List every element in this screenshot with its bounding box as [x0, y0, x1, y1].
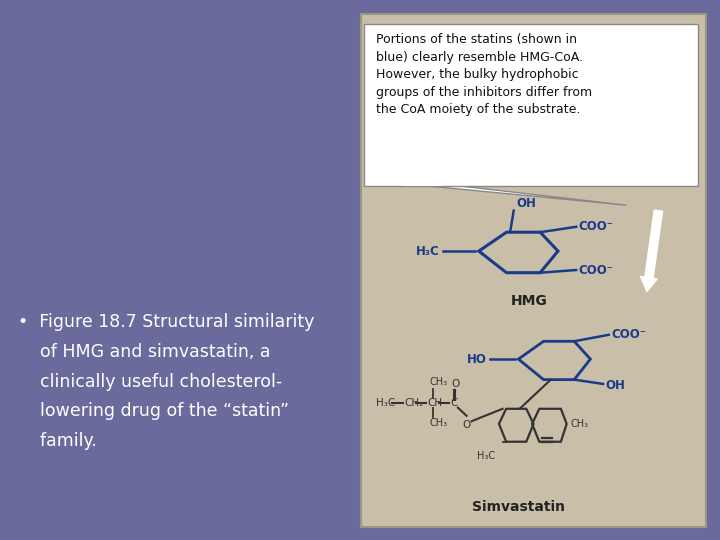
Text: H₃C: H₃C [415, 245, 439, 258]
Text: CH: CH [427, 399, 442, 408]
Text: family.: family. [18, 432, 96, 450]
Text: CH₃: CH₃ [430, 377, 448, 387]
Text: clinically useful cholesterol-: clinically useful cholesterol- [18, 373, 282, 390]
Text: Simvastatin: Simvastatin [472, 500, 565, 514]
Text: HO: HO [467, 353, 487, 366]
Text: Portions of the statins (shown in
blue) clearly resemble HMG-CoA.
However, the b: Portions of the statins (shown in blue) … [376, 33, 592, 117]
Text: OH: OH [516, 197, 536, 210]
FancyBboxPatch shape [364, 24, 698, 186]
Text: H₃C: H₃C [376, 399, 395, 408]
Text: O: O [451, 379, 459, 389]
Text: O: O [462, 420, 471, 430]
Text: C: C [451, 399, 458, 408]
Text: COO⁻: COO⁻ [578, 220, 613, 233]
Text: CH₃: CH₃ [570, 419, 588, 429]
Polygon shape [403, 184, 626, 205]
Text: CH₂: CH₂ [404, 399, 423, 408]
Text: COO⁻: COO⁻ [611, 328, 646, 341]
FancyBboxPatch shape [361, 14, 706, 526]
Text: OH: OH [605, 379, 625, 392]
FancyArrowPatch shape [641, 210, 662, 292]
Text: of HMG and simvastatin, a: of HMG and simvastatin, a [18, 343, 271, 361]
Text: COO⁻: COO⁻ [578, 264, 613, 276]
Text: lowering drug of the “statin”: lowering drug of the “statin” [18, 402, 289, 420]
Text: HMG: HMG [510, 294, 548, 308]
Text: •  Figure 18.7 Structural similarity: • Figure 18.7 Structural similarity [18, 313, 315, 331]
Text: CH₃: CH₃ [430, 418, 448, 429]
Text: H₃C: H₃C [477, 451, 495, 461]
